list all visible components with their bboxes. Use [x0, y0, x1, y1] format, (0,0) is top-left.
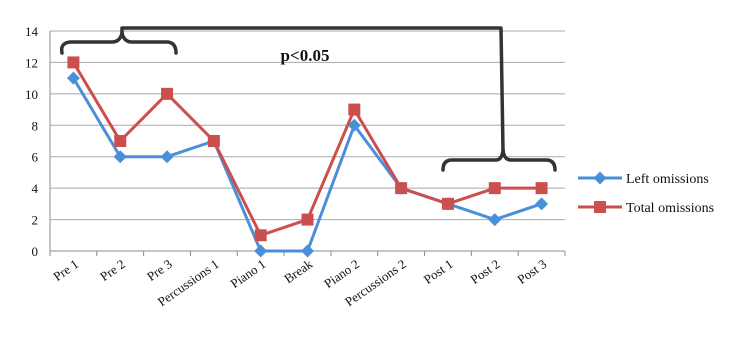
- legend-marker: [594, 201, 606, 213]
- y-tick-label: 10: [25, 87, 38, 102]
- data-point: [347, 118, 361, 132]
- y-tick-label: 4: [32, 181, 39, 196]
- x-tick-label: Break: [281, 256, 315, 286]
- x-tick-label: Pre 3: [144, 256, 175, 284]
- annotation-layer: p<0.05: [59, 26, 557, 172]
- data-point: [207, 135, 220, 147]
- data-point: [301, 213, 314, 226]
- data-point: [348, 103, 361, 116]
- data-point: [66, 71, 80, 85]
- data-point: [254, 229, 267, 242]
- data-point: [160, 150, 174, 164]
- y-tick-label: 8: [32, 118, 39, 133]
- x-tick-label: Pre 1: [50, 256, 81, 284]
- data-point: [535, 197, 549, 211]
- y-tick-label: 6: [32, 150, 39, 165]
- x-tick-label: Piano 1: [228, 256, 269, 291]
- data-point: [113, 150, 127, 164]
- legend-marker: [593, 171, 607, 185]
- data-point: [67, 56, 80, 69]
- y-tick-label: 14: [25, 24, 39, 39]
- data-point: [395, 182, 408, 195]
- x-tick-label: Post 2: [468, 256, 503, 287]
- left-group-brace: [59, 31, 178, 55]
- y-tick-label: 2: [32, 213, 39, 228]
- x-tick-label: Post 1: [421, 256, 456, 287]
- legend: Left omissions Total omissions: [578, 171, 714, 216]
- series-layer: [66, 56, 549, 258]
- right-group-brace: [441, 148, 557, 172]
- data-point: [114, 135, 127, 147]
- y-tick-label: 12: [25, 55, 38, 70]
- data-point: [488, 182, 501, 195]
- significance-bracket: [120, 26, 505, 152]
- legend-label: Left omissions: [626, 172, 709, 187]
- x-tick-label: Post 3: [514, 256, 549, 287]
- x-tick-label: Piano 2: [321, 256, 362, 291]
- data-point: [441, 197, 454, 210]
- data-point: [535, 182, 548, 195]
- significance-label: p<0.05: [281, 46, 330, 65]
- data-point: [161, 87, 174, 100]
- x-tick-label: Pre 2: [97, 256, 128, 284]
- data-point: [254, 244, 268, 258]
- series-line-total-omissions: [72, 61, 542, 237]
- data-point: [301, 244, 314, 258]
- y-tick-label: 0: [32, 244, 39, 259]
- legend-label: Total omissions: [626, 201, 714, 216]
- data-point: [488, 213, 502, 227]
